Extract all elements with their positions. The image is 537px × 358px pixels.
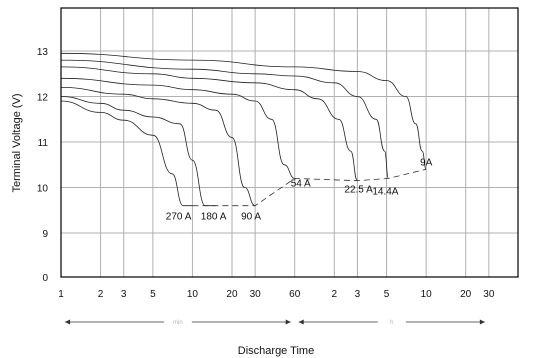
arrow-head-right [479,319,485,325]
unit-arrows: min h [65,317,485,327]
end-voltage-path [192,168,427,207]
series-label: 9A [420,157,433,168]
x-tick-label: 3 [121,289,127,300]
curve-labels: 270 A 180 A 90 A 54 A 22.5 A 14.4A 9A [166,157,433,222]
x-tick-label: 20 [226,289,238,300]
series-label: 90 A [241,212,261,223]
x-tick-label: 10 [421,289,433,300]
discharge-curves [60,52,427,207]
x-tick-label: 2 [331,289,337,300]
arrow-head-left [65,319,70,325]
x-axis-title: Discharge Time [238,345,314,357]
x-tick-labels: 1 2 3 5 10 20 30 60 2 3 5 10 20 30 [58,289,495,300]
y-tick-label: 0 [42,273,48,284]
x-tick-label: 1 [58,289,64,300]
unit-label-bg [377,317,406,327]
x-tick-label: 60 [289,289,301,300]
series-label: 22.5 A [344,185,373,196]
unit-label: min [173,320,183,326]
y-tick-label: 11 [38,138,49,149]
y-tick-label: 12 [37,93,49,104]
unit-label: h [390,320,393,326]
y-tick-labels: 0 9 10 11 12 13 [37,47,49,284]
arrow-head-right [285,319,291,325]
y-tick-label: 13 [37,47,49,58]
plot-frame [60,7,519,278]
unit-label-bg [163,317,192,327]
end-voltage-line [192,168,427,207]
y-axis-title: Terminal Voltage (V) [11,93,23,192]
x-tick-label: 30 [250,289,262,300]
x-tick-label: 2 [98,289,104,300]
series-label: 14.4A [372,186,398,197]
grid-lines [61,8,518,277]
series-label: 270 A [166,212,192,223]
series-line [60,96,216,207]
x-tick-label: 5 [384,289,390,300]
series-label: 180 A [201,212,227,223]
x-tick-label: 5 [150,289,156,300]
series-line [60,77,295,179]
y-tick-label: 10 [37,184,49,195]
series-label: 54 A [291,178,311,189]
series-line [60,66,358,182]
x-tick-label: 30 [483,289,495,300]
series-line [60,87,256,207]
x-tick-label: 3 [355,289,361,300]
series-line [60,52,427,170]
x-tick-label: 20 [460,289,472,300]
series-line [60,59,389,179]
arrow-head-left [298,319,304,325]
y-tick-label: 9 [42,229,48,240]
series-line [60,100,193,207]
x-tick-label: 10 [187,289,199,300]
